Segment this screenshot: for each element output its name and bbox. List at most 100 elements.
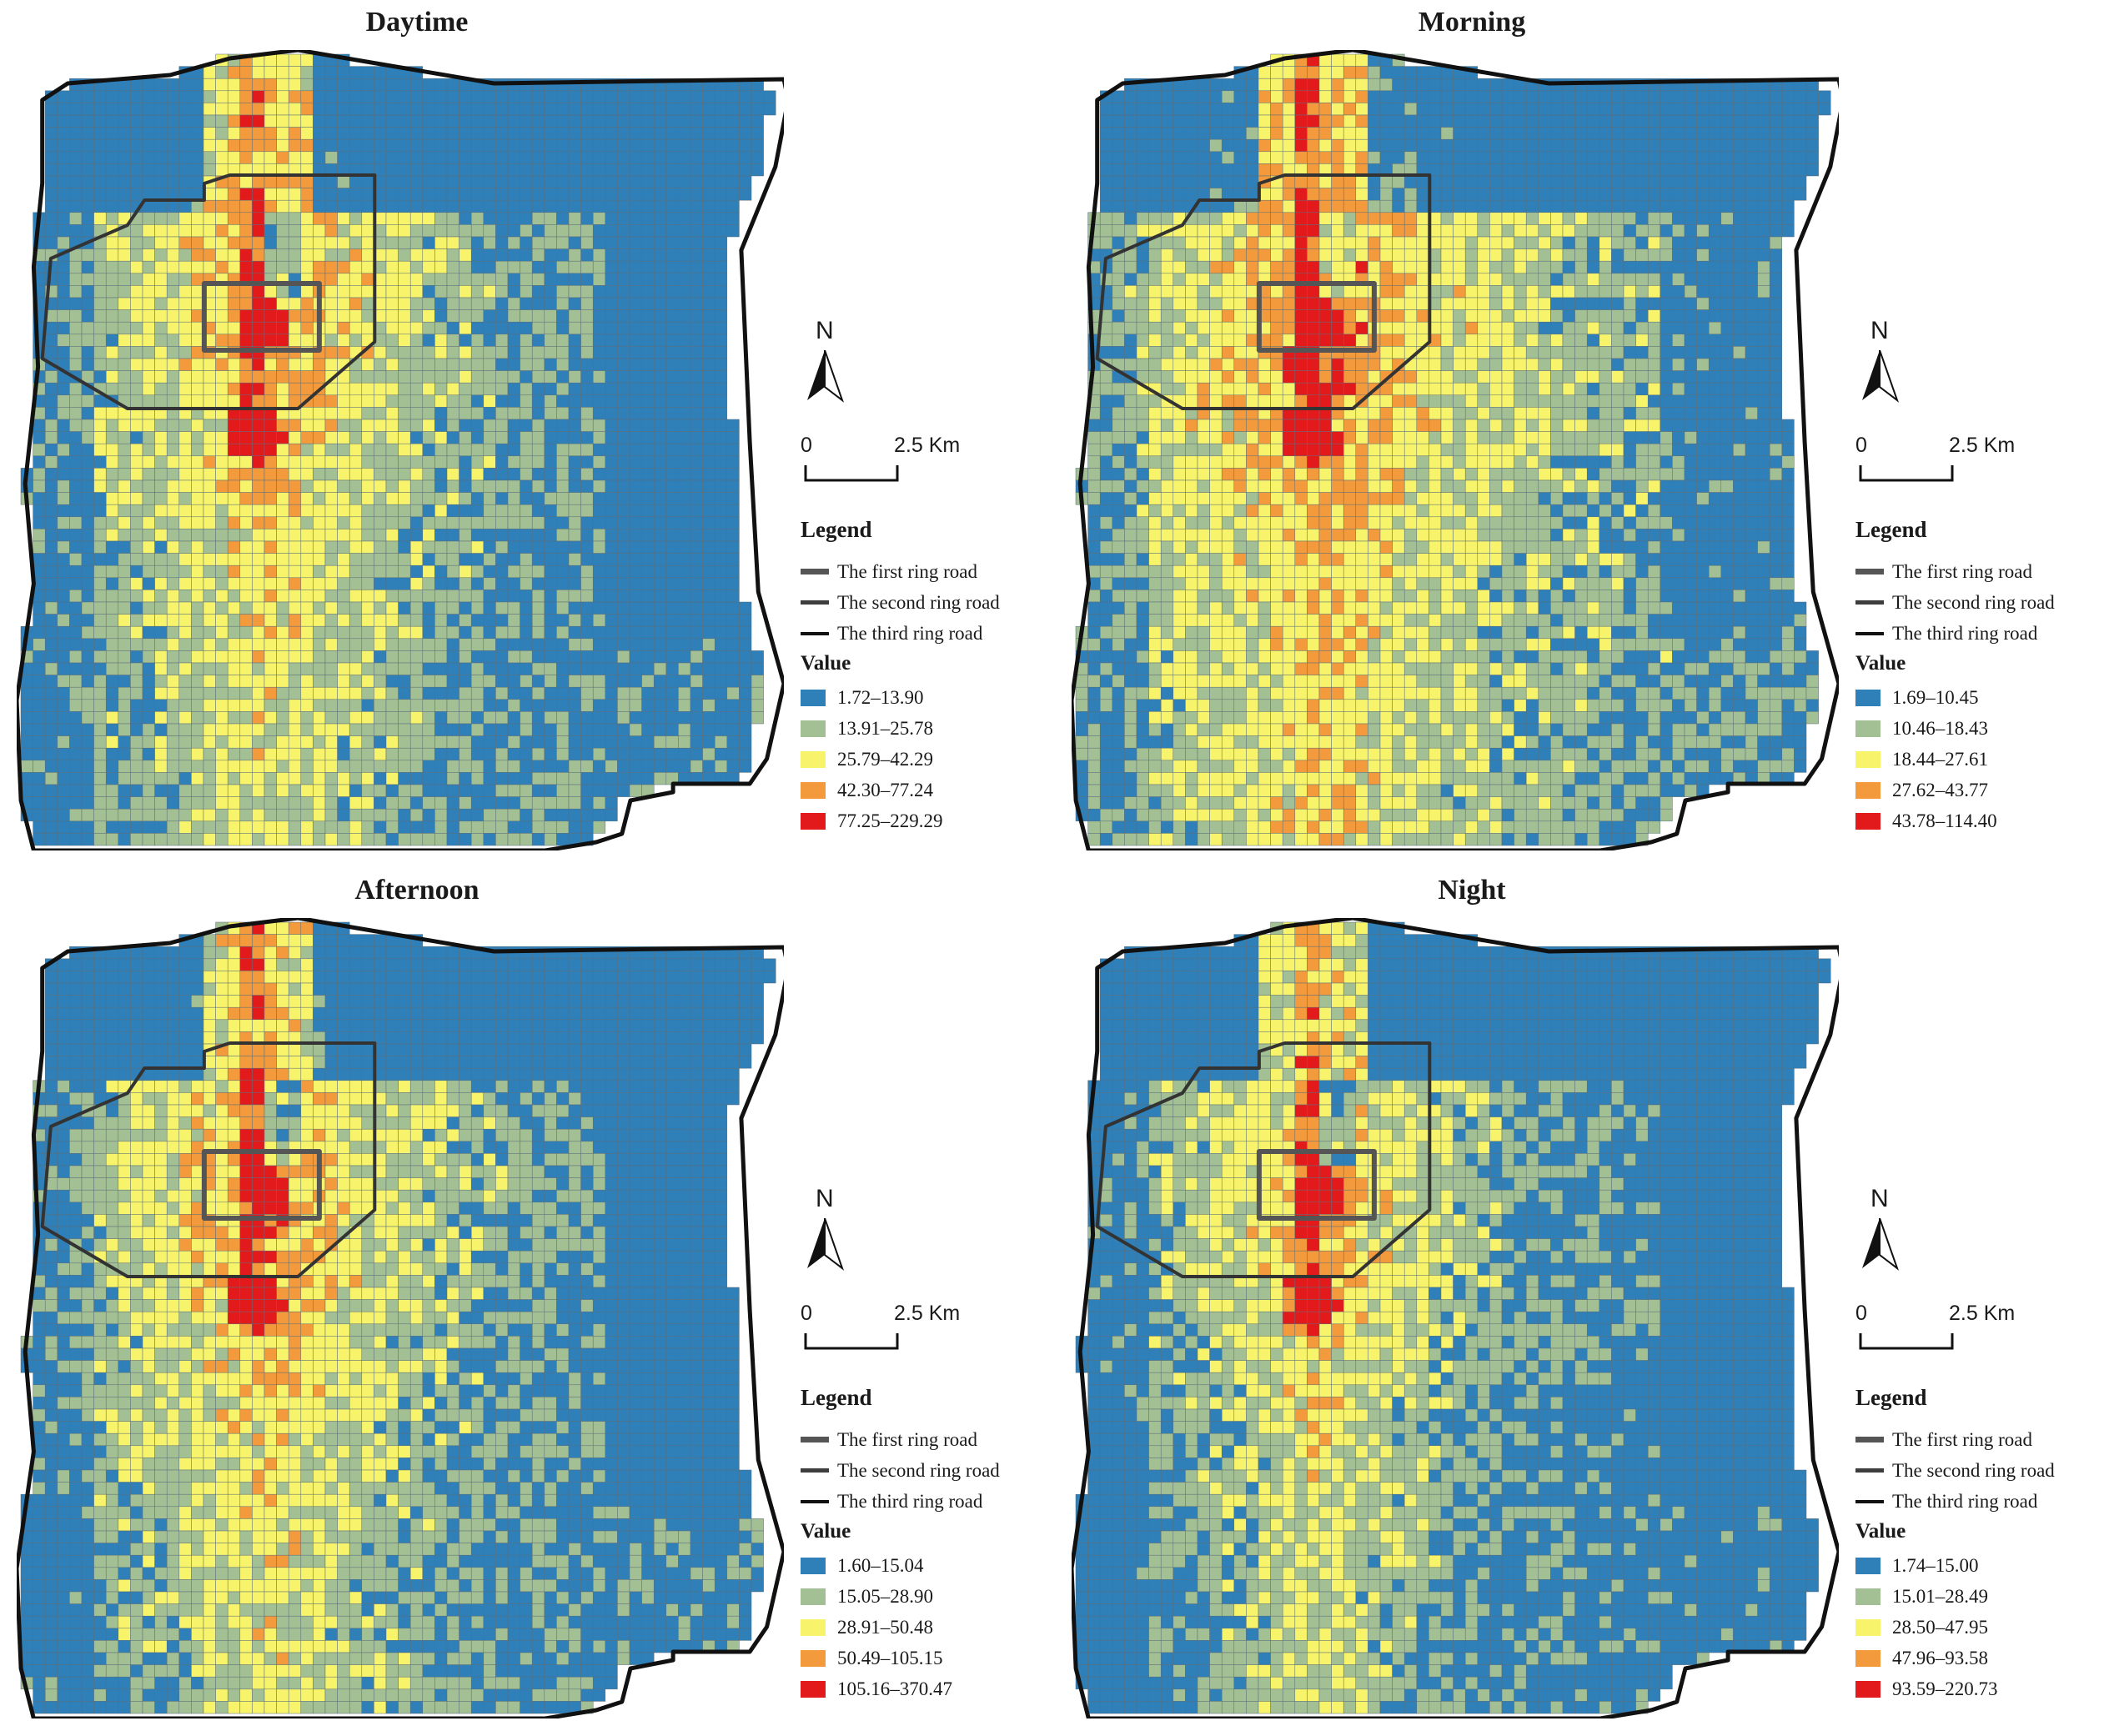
- grid-cell: [349, 553, 363, 566]
- grid-cell: [57, 468, 70, 481]
- grid-cell: [105, 662, 119, 675]
- grid-cell: [324, 346, 338, 359]
- grid-cell: [178, 127, 192, 140]
- grid-cell: [349, 638, 363, 651]
- grid-cell: [665, 138, 679, 153]
- grid-cell: [629, 370, 642, 384]
- grid-cell: [118, 772, 131, 785]
- grid-cell: [57, 699, 70, 712]
- grid-cell: [203, 747, 216, 761]
- grid-cell: [374, 394, 387, 408]
- grid-cell: [690, 590, 703, 603]
- grid-cell: [1343, 90, 1357, 103]
- grid-cell: [605, 455, 618, 469]
- grid-cell: [1586, 188, 1600, 201]
- grid-cell: [361, 236, 374, 249]
- grid-cell: [166, 431, 180, 444]
- grid-cell: [531, 675, 545, 688]
- grid-cell: [1574, 175, 1588, 188]
- grid-cell: [1805, 163, 1819, 177]
- grid-cell: [288, 358, 302, 371]
- grid-cell: [629, 577, 642, 590]
- grid-cell: [409, 577, 424, 590]
- grid-cell: [592, 638, 606, 651]
- grid-cell: [1769, 138, 1783, 153]
- grid-cell: [1233, 273, 1247, 286]
- grid-cell: [520, 103, 533, 116]
- grid-cell: [1258, 163, 1271, 177]
- grid-cell: [44, 224, 58, 238]
- grid-cell: [605, 650, 618, 664]
- grid-cell: [580, 248, 594, 262]
- grid-cell: [178, 820, 192, 834]
- grid-cell: [288, 760, 302, 773]
- grid-cell: [641, 260, 655, 274]
- grid-cell: [531, 735, 545, 749]
- grid-cell: [495, 577, 509, 590]
- grid-cell: [520, 529, 533, 542]
- grid-cell: [520, 90, 533, 103]
- grid-cell: [227, 529, 241, 542]
- grid-cell: [239, 662, 253, 675]
- grid-cell: [1660, 309, 1673, 323]
- grid-cell: [105, 784, 119, 797]
- grid-cell: [605, 199, 618, 213]
- grid-cell: [1733, 103, 1746, 116]
- grid-cell: [726, 431, 740, 444]
- grid-cell: [361, 735, 374, 749]
- grid-cell: [641, 175, 655, 188]
- grid-cell: [203, 553, 216, 566]
- grid-cell: [568, 297, 581, 310]
- grid-cell: [203, 796, 216, 810]
- grid-cell: [276, 590, 289, 603]
- grid-cell: [434, 833, 448, 846]
- grid-cell: [690, 297, 703, 310]
- grid-cell: [495, 662, 509, 675]
- grid-cell: [483, 188, 496, 201]
- grid-cell: [446, 796, 459, 810]
- grid-cell: [385, 138, 399, 153]
- grid-cell: [385, 504, 399, 518]
- grid-cell: [105, 382, 119, 396]
- grid-cell: [617, 455, 630, 469]
- grid-cell: [313, 419, 326, 432]
- grid-cell: [483, 735, 496, 749]
- grid-cell: [215, 127, 228, 140]
- grid-cell: [507, 175, 520, 188]
- grid-cell: [702, 711, 716, 725]
- grid-cell: [324, 455, 338, 469]
- grid-cell: [470, 590, 485, 603]
- grid-cell: [665, 516, 679, 529]
- grid-cell: [349, 723, 363, 736]
- grid-cell: [288, 394, 302, 408]
- grid-cell: [276, 212, 289, 225]
- grid-cell: [1708, 212, 1722, 225]
- grid-cell: [1209, 78, 1223, 92]
- grid-cell: [446, 455, 459, 469]
- grid-cell: [130, 784, 143, 797]
- grid-cell: [1112, 163, 1125, 177]
- grid-cell: [361, 455, 374, 469]
- grid-cell: [1392, 199, 1405, 213]
- grid-cell: [191, 590, 204, 603]
- grid-cell: [568, 479, 581, 493]
- grid-cell: [374, 382, 387, 396]
- grid-cell: [1794, 163, 1807, 177]
- grid-cell: [1720, 236, 1734, 249]
- grid-cell: [385, 784, 399, 797]
- grid-cell: [69, 699, 83, 712]
- grid-cell: [665, 297, 679, 310]
- grid-cell: [1233, 260, 1247, 274]
- grid-cell: [409, 760, 424, 773]
- grid-cell: [142, 321, 155, 335]
- grid-cell: [69, 297, 83, 310]
- grid-cell: [324, 516, 338, 529]
- grid-cell: [361, 468, 374, 481]
- grid-cell: [690, 175, 703, 188]
- grid-cell: [227, 662, 241, 675]
- grid-cell: [702, 590, 716, 603]
- grid-cell: [1599, 103, 1612, 116]
- grid-cell: [1660, 151, 1673, 164]
- grid-cell: [1635, 285, 1649, 299]
- grid-cell: [470, 260, 485, 274]
